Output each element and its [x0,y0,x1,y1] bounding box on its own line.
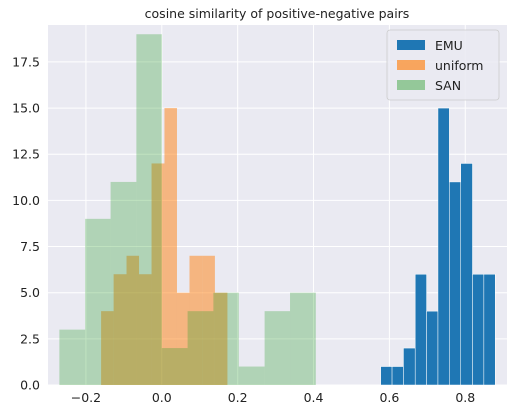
histogram-bar [449,181,461,386]
histogram-bar [214,292,228,385]
x-axis-ticks: −0.2 0.0 0.2 0.4 0.6 0.8 [71,390,475,405]
histogram-bar [136,34,162,385]
histogram-bar [472,273,485,386]
x-tick-label: −0.2 [71,390,101,405]
histogram-bar [483,273,496,386]
legend-label: SAN [435,78,461,93]
histogram-bar [59,329,86,385]
y-tick-label: 0.0 [20,378,40,393]
histogram-bar [139,274,152,385]
x-tick-label: 0.0 [152,390,172,405]
legend-label: EMU [435,38,463,53]
histogram-bar [238,366,265,385]
legend: EMU uniform SAN [386,29,500,101]
legend-label: uniform [435,58,483,73]
chart-title: cosine similarity of positive-negative p… [145,6,410,21]
x-tick-label: 0.6 [379,390,399,405]
x-tick-label: 0.2 [228,390,248,405]
y-tick-label: 12.5 [12,147,40,162]
y-tick-label: 17.5 [12,54,40,69]
histogram-bar [85,218,111,385]
x-tick-label: 0.8 [455,390,475,405]
histogram-bar [161,348,188,385]
histogram-bar [403,347,416,386]
histogram-bar [391,366,404,386]
y-axis-ticks: 0.0 2.5 5.0 7.5 10.0 12.5 15.0 17.5 [12,54,40,392]
histogram-bar [426,310,439,386]
histogram-bar [187,311,214,385]
x-tick-label: 0.4 [304,390,324,405]
y-tick-label: 2.5 [20,331,40,346]
series-emu-bars [380,107,496,386]
histogram-bar [414,273,427,386]
histogram-bar [151,163,165,385]
histogram-bar [380,366,393,386]
y-tick-label: 15.0 [12,101,40,116]
y-tick-label: 10.0 [12,193,40,208]
histogram-bar [202,255,215,385]
histogram-bar [290,292,316,385]
histogram-bar [101,311,114,385]
legend-swatch [397,60,425,70]
series-uniform-bars [101,108,228,386]
histogram-bar [110,181,137,385]
histogram-bar [113,274,127,385]
legend-swatch [397,40,425,50]
histogram-bar [213,292,239,385]
series-san-bars [59,34,316,385]
histogram-bar [189,255,203,385]
histogram-bar [460,163,473,386]
histogram-bar [264,311,291,385]
legend-swatch [397,80,425,90]
histogram-bar [126,255,140,385]
y-tick-label: 5.0 [20,285,40,300]
y-tick-label: 7.5 [20,239,40,254]
histogram-bars [59,34,496,386]
histogram-bar [164,108,177,386]
histogram-bar [176,292,190,385]
histogram-bar [437,107,450,386]
